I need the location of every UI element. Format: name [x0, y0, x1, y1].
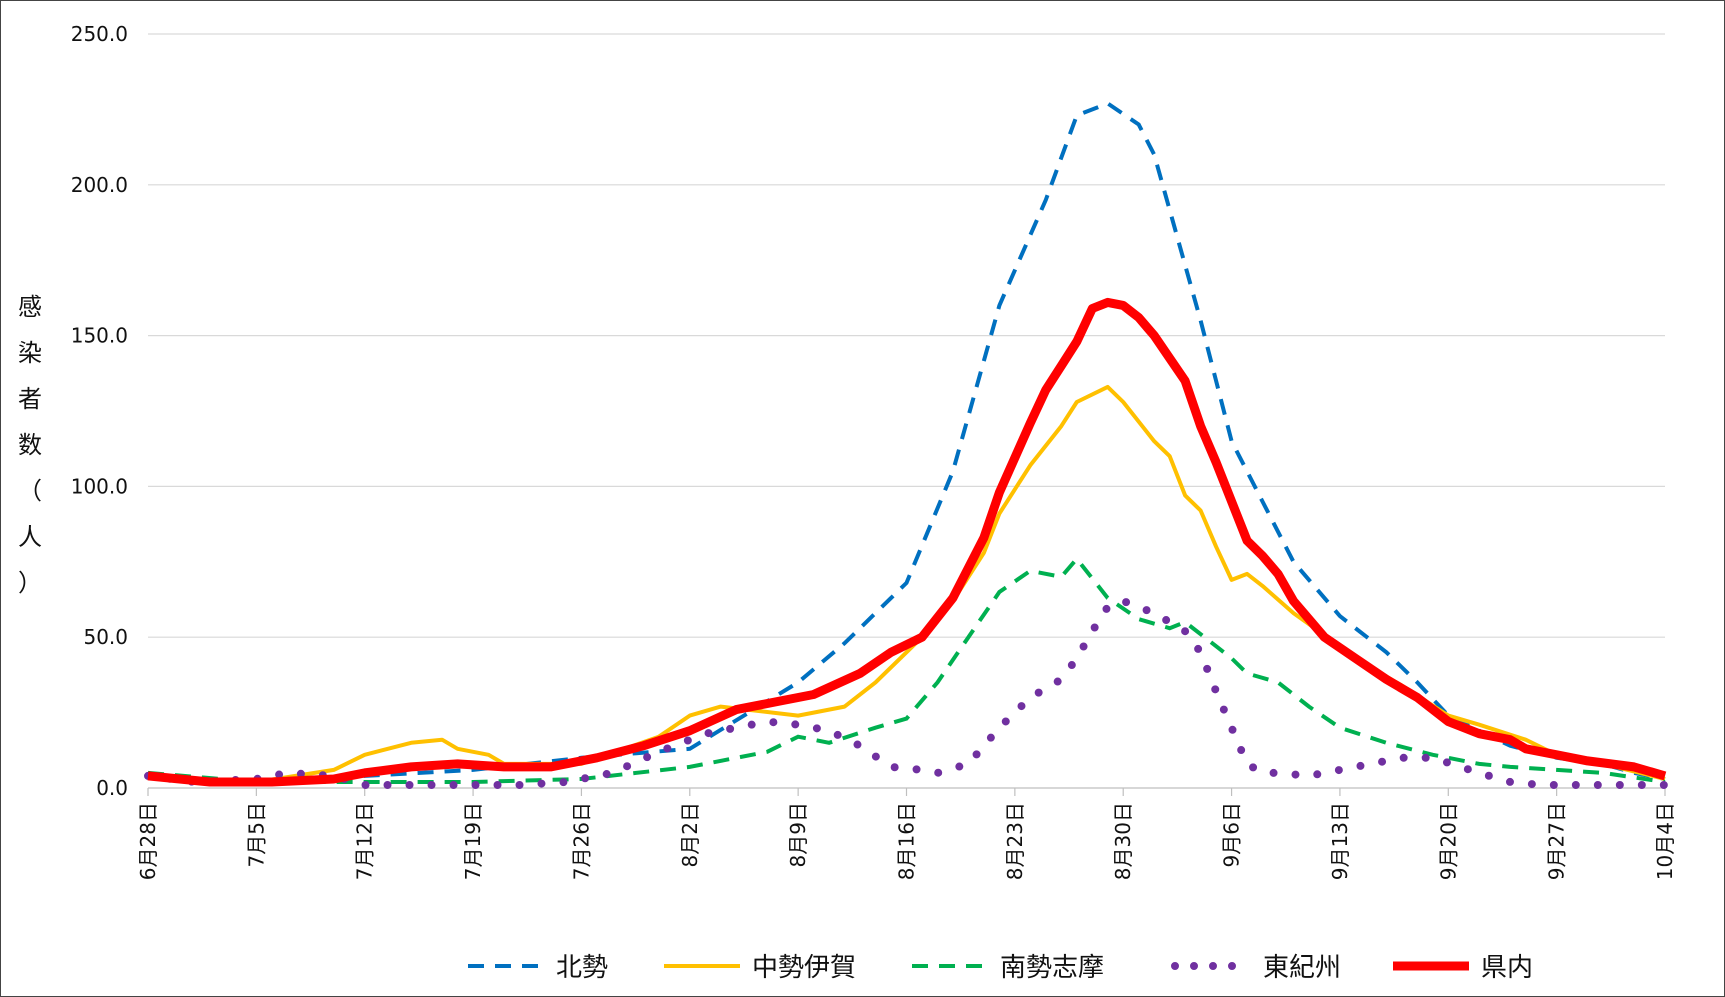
- legend-label: 北勢: [556, 953, 608, 983]
- y-tick-label: 0.0: [96, 776, 128, 800]
- y-axis-label-char: 数: [18, 431, 42, 459]
- y-tick-label: 100.0: [71, 474, 128, 498]
- y-tick-label: 200.0: [71, 173, 128, 197]
- x-tick-label: 8月30日: [1111, 802, 1135, 880]
- x-tick-label: 10月4日: [1653, 802, 1677, 880]
- y-axis-label-char: 人: [18, 523, 42, 551]
- y-axis-label-char: ）: [18, 569, 42, 597]
- x-tick-label: 9月6日: [1220, 802, 1244, 867]
- legend-label: 東紀州: [1263, 953, 1341, 983]
- gridlines: [148, 33, 1665, 789]
- y-tick-label: 250.0: [71, 22, 128, 46]
- y-tick-label: 150.0: [71, 324, 128, 348]
- x-tick-label: 8月23日: [1003, 802, 1027, 880]
- x-tick-label: 9月20日: [1436, 802, 1460, 880]
- x-axis-ticks: 6月28日 7月5日 7月12日 7月19日 7月26日 8月2日 8月9日 8月16日 8月2…: [136, 788, 1677, 880]
- y-axis-label-char: 染: [18, 339, 42, 367]
- series-line: [147, 101, 1666, 785]
- x-tick-label: 9月13日: [1328, 802, 1352, 880]
- legend-label: 南勢志摩: [1000, 953, 1104, 983]
- x-tick-label: 6月28日: [136, 802, 160, 880]
- x-tick-label: 8月16日: [895, 802, 919, 880]
- series-lines: [144, 101, 1669, 789]
- y-axis-label-char: 感: [18, 293, 42, 321]
- legend-label: 県内: [1481, 953, 1533, 983]
- x-tick-label: 7月26日: [569, 802, 593, 880]
- x-tick-label: 8月9日: [786, 802, 810, 867]
- x-tick-label: 7月5日: [244, 802, 268, 867]
- x-tick-label: 7月12日: [353, 802, 377, 880]
- legend: 北勢 中勢伊賀 南勢志摩 東紀州 県内: [468, 953, 1533, 983]
- y-axis-label-char: 者: [18, 385, 42, 413]
- legend-label: 中勢伊賀: [752, 953, 856, 983]
- x-tick-label: 7月19日: [461, 802, 485, 880]
- x-tick-label: 8月2日: [678, 802, 702, 867]
- y-axis-label-char: （: [18, 477, 42, 505]
- series-line: [147, 297, 1667, 787]
- y-tick-label: 50.0: [83, 625, 128, 649]
- x-tick-label: 9月27日: [1545, 802, 1569, 880]
- series-line: [147, 555, 1666, 784]
- y-axis-ticks: 0.0 50.0 100.0 150.0 200.0 250.0: [71, 22, 128, 800]
